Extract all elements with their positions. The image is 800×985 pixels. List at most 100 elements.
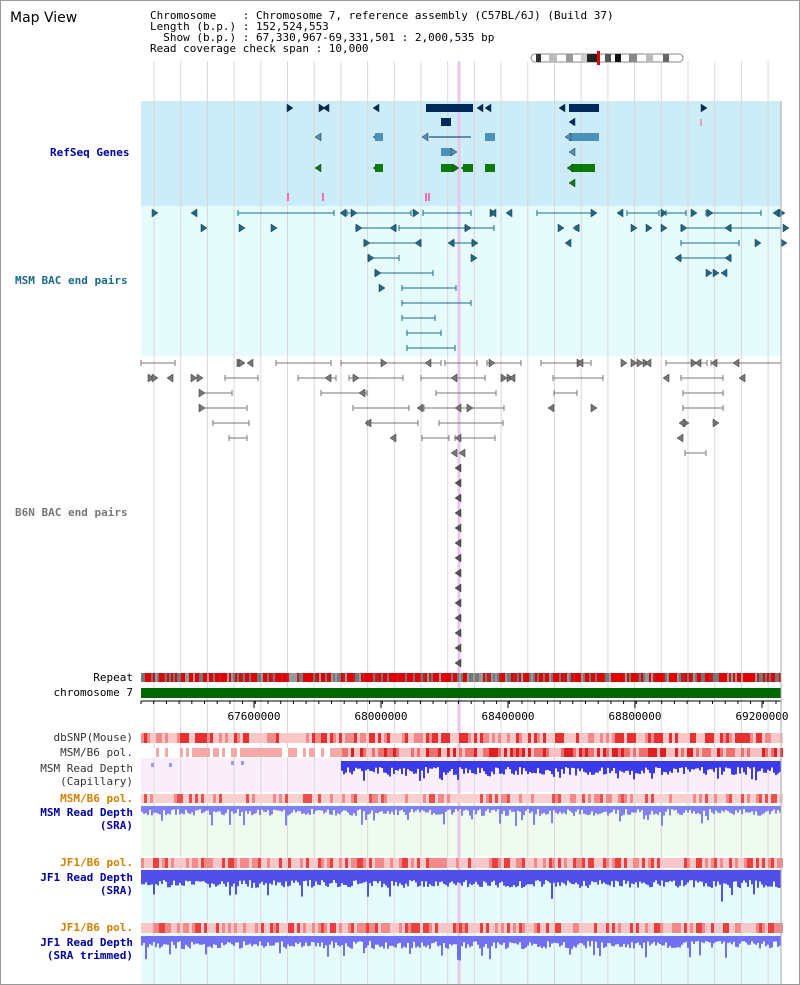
depth-bar [535,761,537,774]
jf1-pol-heat-cell [696,858,699,868]
jf1-pol2-heat-cell [771,923,774,933]
depth-bar [639,870,641,882]
repeat-segment [343,673,345,682]
depth-bar [165,936,167,945]
jf1-pol-heat-cell [192,858,195,868]
repeat-segment [491,673,493,682]
msm-pol-heat-cell [657,748,660,757]
depth-bar [313,870,315,887]
depth-bar [567,806,569,810]
msm-pol2-heat-cell [579,794,582,803]
repeat-segment [225,673,227,682]
jf1-pol2-heat-cell [339,923,342,933]
bac-end-arrow [454,508,462,518]
msm-pol-heat-cell [357,748,360,757]
msm-pol2-heat-cell [411,794,414,803]
msm-pol-heat-cell [297,748,300,757]
depth-bar [397,870,399,887]
jf1-pol-heat-cell [159,858,162,868]
depth-bar [565,870,567,886]
repeat-segment [733,673,735,682]
track-label-refseq[interactable]: RefSeq Genes [50,146,130,159]
depth-bar [563,936,565,943]
depth-bar [423,870,425,887]
track-label-msm-bac[interactable]: MSM BAC end pairs [15,274,128,287]
dbsnp-heat-cell [480,733,483,743]
depth-bar [607,761,609,768]
gene-arrow [421,132,429,142]
msm-pol-heat-cell [393,748,396,757]
jf1-pol-heat-cell [690,858,693,868]
depth-bar [529,806,531,814]
repeat-segment [717,673,719,682]
depth-bar [537,870,539,881]
depth-bar [759,761,761,771]
bac-end-arrow [590,208,598,218]
depth-bar [215,936,217,946]
depth-bar [533,936,535,944]
track-label-chromosome: chromosome 7 [53,686,133,699]
depth-bar [575,936,577,948]
repeat-segment [619,673,621,682]
depth-bar [449,936,451,945]
bac-end-arrow [454,613,462,623]
repeat-segment [237,673,239,682]
jf1-pol-heat-cell [411,858,414,868]
depth-bar [361,936,363,942]
repeat-segment [391,673,393,682]
track-label-b6n-bac[interactable]: B6N BAC end pairs [15,506,128,519]
jf1-pol2-heat-cell [567,923,570,933]
repeat-segment [529,673,531,682]
bac-end-arrow [414,238,422,248]
depth-bar [255,936,257,945]
depth-bar [463,806,465,811]
jf1-pol2-heat-cell [525,923,528,933]
depth-bar [539,806,541,816]
depth-bar [573,936,575,947]
jf1-pol-heat-cell [141,858,144,868]
dbsnp-heat-cell [729,733,732,743]
msm-pol-heat-cell [777,748,780,757]
msm-pol-heat-cell [618,748,621,757]
depth-bar [729,806,731,813]
track-label-jf1-depth-sra: JF1 Read Depth [40,871,133,884]
dbsnp-heat-cell [180,733,183,743]
repeat-segment [599,673,601,682]
jf1-pol2-heat-cell [192,923,195,933]
dbsnp-heat-cell [429,733,432,743]
depth-bar [393,936,395,947]
repeat-segment [199,673,201,682]
repeat-segment [585,673,587,682]
jf1-pol-heat-cell [465,858,468,868]
depth-bar [725,870,727,884]
depth-bar [387,806,389,812]
depth-bar [371,761,373,772]
repeat-segment [649,673,651,682]
jf1-pol2-heat-cell [579,923,582,933]
gene-exon-block [485,164,495,172]
jf1-pol-heat-cell [657,858,660,868]
depth-bar [521,761,523,775]
depth-bar [339,936,341,947]
msm-pol2-heat-cell [477,794,480,803]
depth-bar [399,761,401,769]
repeat-segment [205,673,207,682]
depth-bar [659,761,661,768]
dbsnp-heat-cell [591,733,594,743]
depth-bar [347,936,349,947]
depth-bar [405,761,407,776]
jf1-pol-heat-cell [534,858,537,868]
depth-bar [657,936,659,943]
jf1-pol-heat-cell [645,858,648,868]
depth-bar [397,936,399,944]
dbsnp-heat-cell [396,733,399,743]
msm-pol-heat-cell [726,748,729,757]
msm-pol-heat-cell [531,748,534,757]
depth-bar [379,936,381,948]
depth-bar [449,870,451,883]
depth-bar [253,936,255,945]
jf1-pol2-heat-cell [612,923,615,933]
depth-bar [665,761,667,773]
depth-bar [721,761,723,775]
